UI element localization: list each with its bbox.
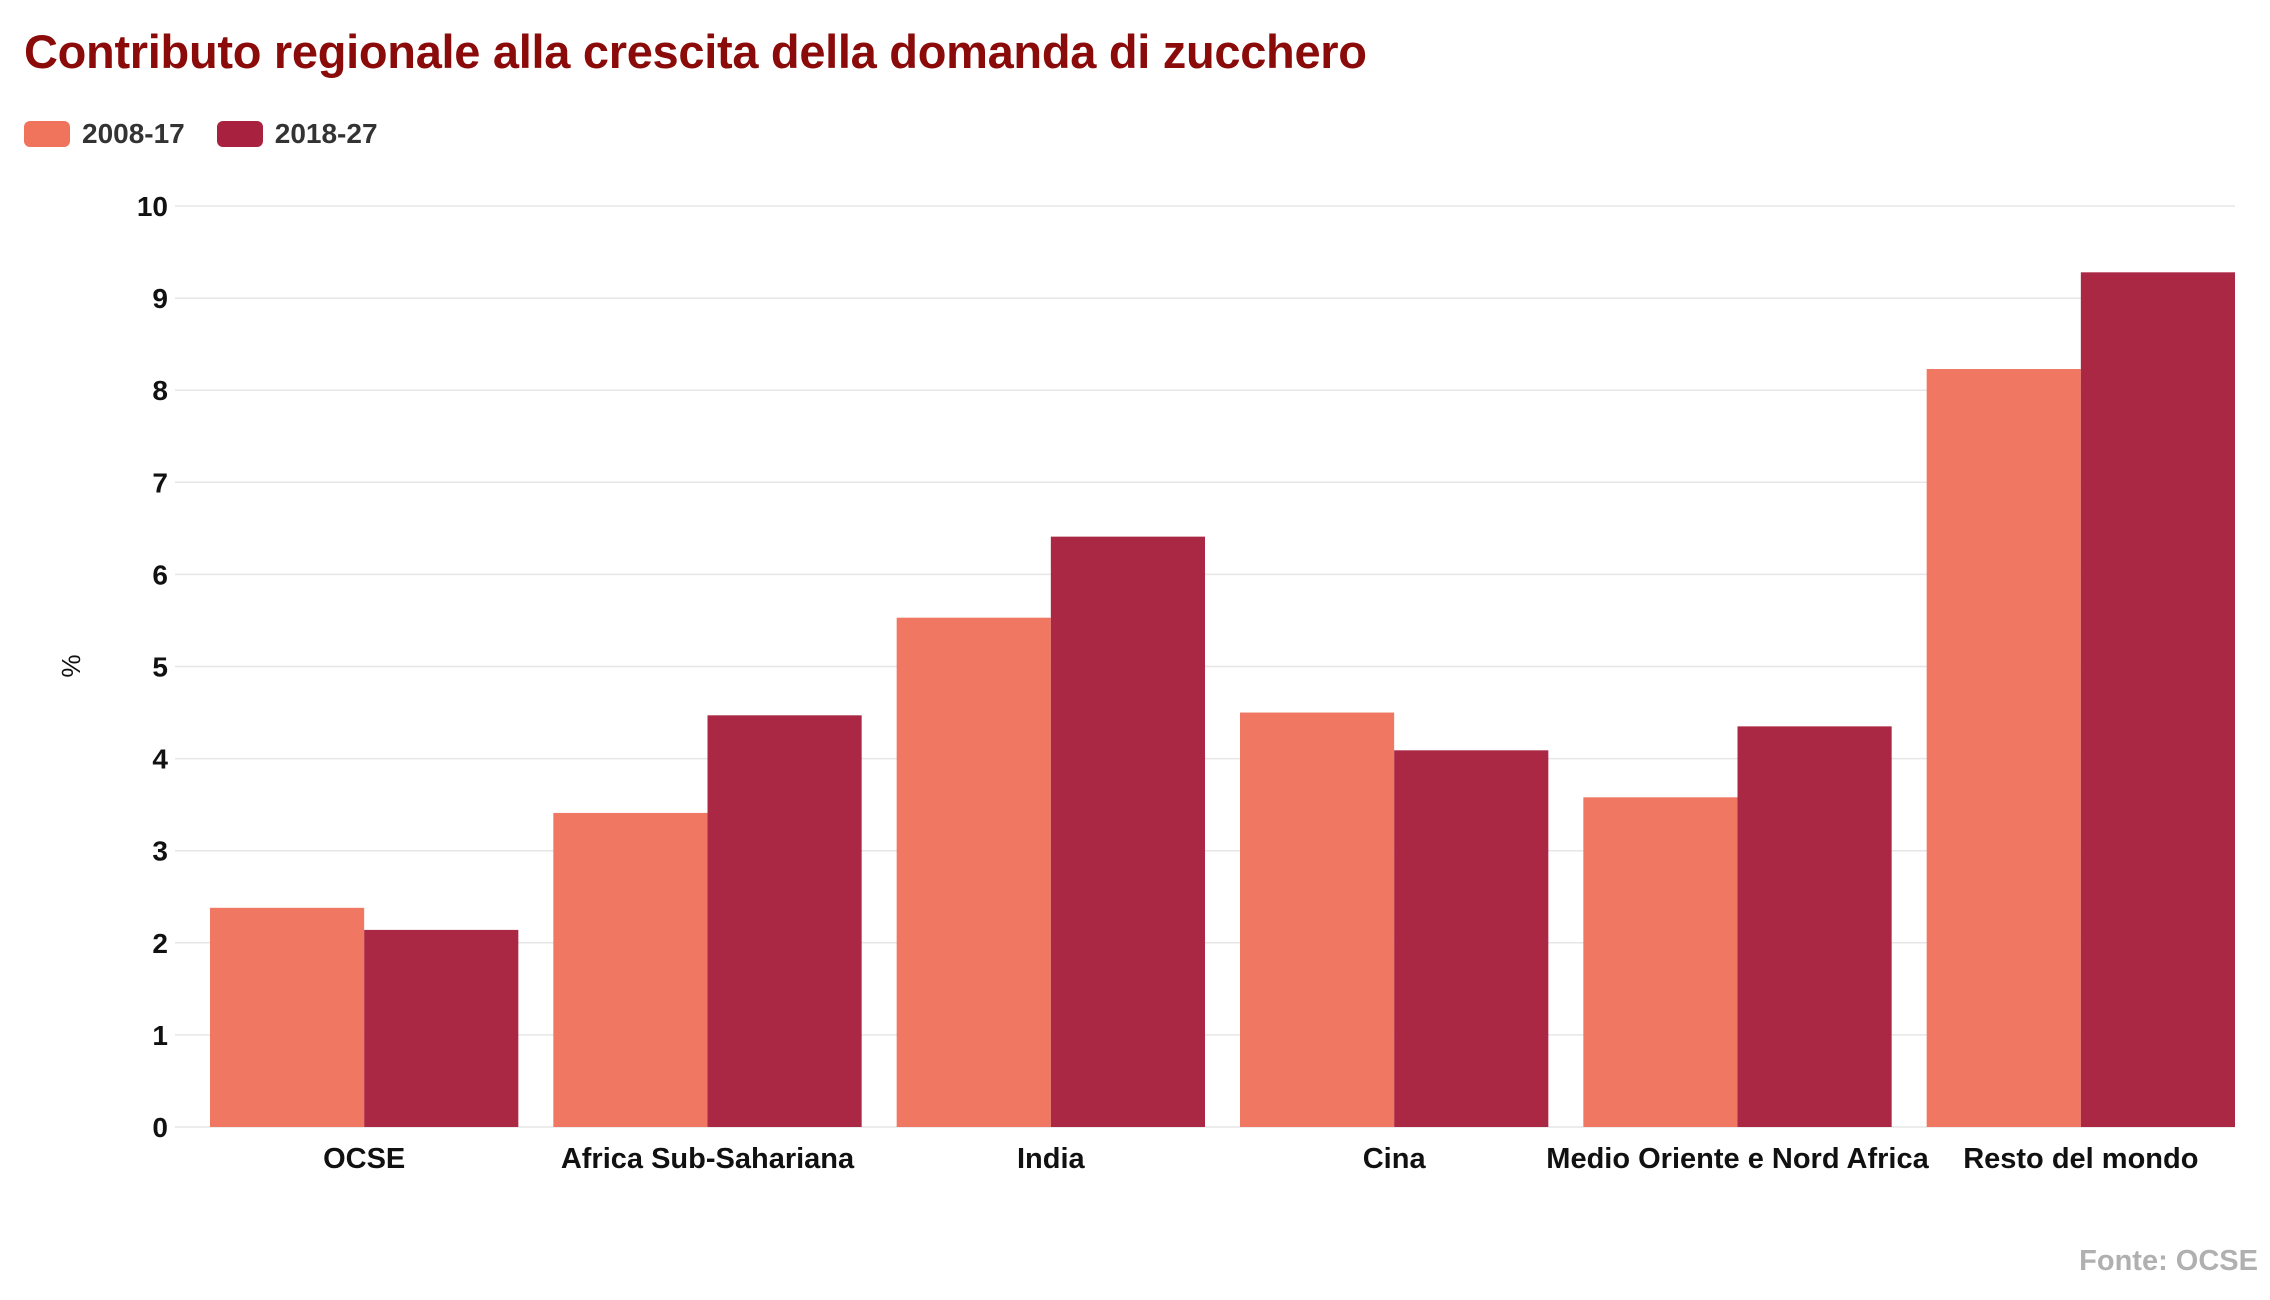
y-tick-label: 10 [137, 191, 168, 222]
bar-2018-27 [1394, 750, 1549, 1127]
bar-2018-27 [1737, 726, 1892, 1127]
y-tick-label: 4 [152, 744, 168, 775]
legend-item-2008-17[interactable]: 2008-17 [24, 118, 185, 150]
source-note: Fonte: OCSE [2079, 1245, 2258, 1277]
bar-2018-27 [2080, 272, 2235, 1127]
y-tick-label: 6 [152, 559, 168, 590]
bar-2008-17 [1583, 797, 1738, 1127]
legend-item-2018-27[interactable]: 2018-27 [216, 118, 378, 150]
legend-label-2018-27: 2018-27 [274, 118, 378, 149]
x-tick-label: Cina [1363, 1143, 1427, 1175]
bar-2018-27 [364, 929, 519, 1127]
bar-2018-27 [707, 715, 862, 1127]
bar-2008-17 [896, 617, 1051, 1127]
y-tick-label: 2 [152, 928, 168, 959]
y-tick-label: 9 [152, 283, 168, 314]
bar-2018-27 [1050, 536, 1205, 1127]
y-tick-label: 1 [152, 1020, 168, 1051]
x-tick-label: India [1017, 1143, 1086, 1175]
legend-swatch-2008-17 [24, 121, 70, 147]
bar-2008-17 [553, 812, 708, 1127]
legend-swatch-2018-27 [216, 121, 263, 147]
bar-2008-17 [1240, 712, 1395, 1127]
y-tick-label: 7 [152, 467, 168, 498]
x-tick-label: Resto del mondo [1963, 1143, 2198, 1175]
y-tick-label: 0 [152, 1112, 168, 1143]
bar-2008-17 [1926, 369, 2081, 1128]
bar-2008-17 [210, 907, 365, 1127]
y-tick-label: 3 [152, 836, 168, 867]
legend-label-2008-17: 2008-17 [82, 118, 185, 149]
y-tick-label: 5 [152, 652, 168, 683]
x-tick-label: OCSE [323, 1143, 405, 1175]
chart-title: Contributo regionale alla crescita della… [24, 25, 1367, 78]
x-tick-label: Medio Oriente e Nord Africa [1546, 1143, 1929, 1175]
x-tick-label: Africa Sub-Sahariana [561, 1143, 855, 1175]
y-axis-label: % [56, 654, 86, 677]
y-tick-label: 8 [152, 375, 168, 406]
legend: 2008-17 2018-27 [24, 118, 410, 150]
